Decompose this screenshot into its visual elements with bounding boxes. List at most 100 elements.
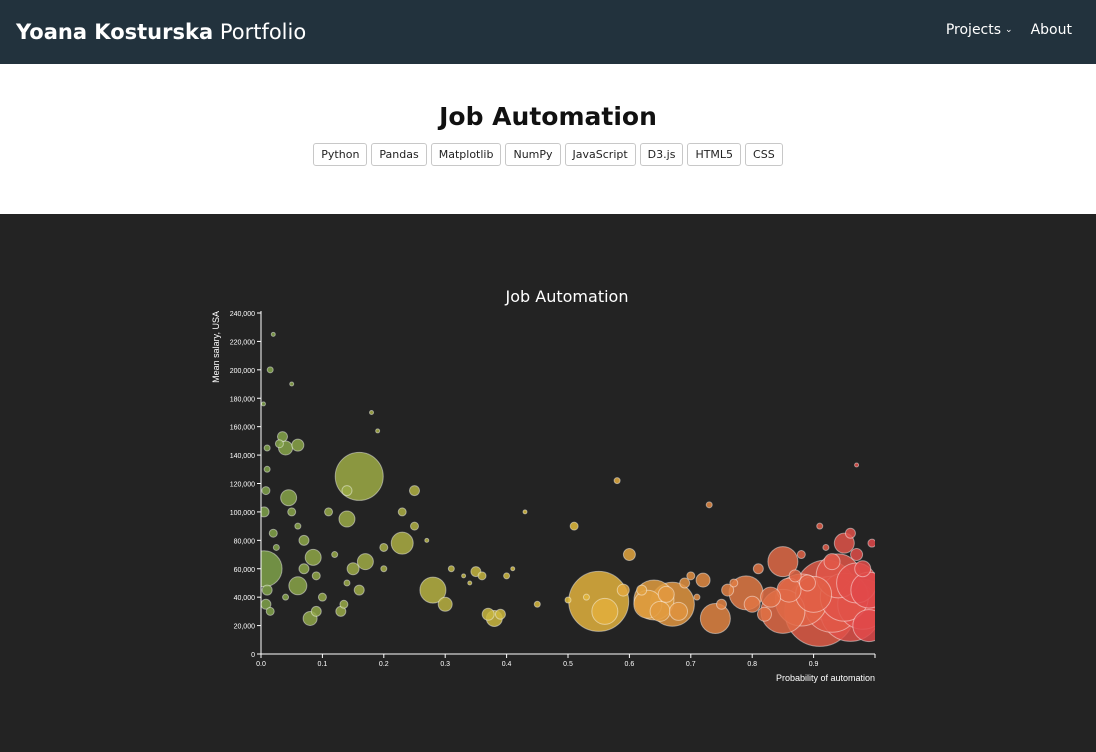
data-bubble <box>564 596 572 604</box>
tag-html5: HTML5 <box>687 143 742 166</box>
nav-projects-label: Projects <box>945 22 1002 38</box>
brand-link[interactable]: Yoana Kosturska Portfolio <box>16 16 306 48</box>
data-bubble <box>721 583 735 597</box>
data-bubble <box>419 576 447 604</box>
data-bubble <box>477 571 487 581</box>
data-bubble <box>533 600 541 608</box>
data-bubble <box>867 538 875 548</box>
data-bubble <box>304 548 322 566</box>
data-bubble <box>424 537 430 543</box>
data-bubble <box>823 553 841 571</box>
data-bubble <box>494 608 506 620</box>
data-bubble <box>850 548 864 562</box>
data-bubble <box>324 507 334 517</box>
data-bubble <box>343 579 351 587</box>
axes-group: 0 20,000 40,000 60,000 80,000 100,000 120,000 1… <box>211 311 876 683</box>
y-tick-label: 120,000 <box>230 482 255 489</box>
tag-css: CSS <box>745 143 783 166</box>
data-bubble <box>339 599 349 609</box>
data-bubble <box>522 509 528 515</box>
data-bubble <box>752 563 764 575</box>
y-tick-label: 0 <box>251 652 255 659</box>
data-bubble <box>816 522 824 530</box>
data-bubble <box>481 607 495 621</box>
data-bubble <box>679 577 691 589</box>
tag-numpy: NumPy <box>505 143 561 166</box>
y-tick-label: 40,000 <box>234 595 256 602</box>
y-tick-label: 240,000 <box>230 311 255 318</box>
chart-title: Job Automation <box>505 287 629 306</box>
data-bubble <box>280 489 298 507</box>
data-bubble <box>265 606 275 616</box>
data-bubble <box>298 563 310 575</box>
page-title: Job Automation <box>439 102 657 131</box>
data-bubble <box>282 593 290 601</box>
data-bubble <box>657 585 675 603</box>
bubbles-group <box>261 331 875 647</box>
tech-tags: Python Pandas Matplotlib NumPy JavaScrip… <box>0 143 1096 166</box>
data-bubble <box>470 566 482 578</box>
nav-projects-dropdown[interactable]: Projects ⌄ <box>946 22 1013 38</box>
data-bubble <box>447 565 455 573</box>
data-bubble <box>263 444 271 452</box>
data-bubble <box>844 527 856 539</box>
data-bubble <box>289 381 295 387</box>
data-bubble <box>854 560 872 578</box>
data-bubble <box>274 439 284 449</box>
data-bubble <box>379 542 389 552</box>
x-tick-label: 0.8 <box>747 661 757 668</box>
data-bubble <box>294 522 302 530</box>
data-bubble <box>298 534 310 546</box>
tag-pandas: Pandas <box>371 143 427 166</box>
y-tick-label: 200,000 <box>230 368 255 375</box>
data-bubble <box>729 578 739 588</box>
y-tick-label: 20,000 <box>234 624 256 631</box>
data-bubble <box>833 532 855 554</box>
data-bubble <box>569 521 579 531</box>
y-tick-label: 140,000 <box>230 453 255 460</box>
x-tick-label: 0.9 <box>809 661 819 668</box>
data-bubble <box>591 597 619 625</box>
data-bubble <box>437 596 453 612</box>
data-bubble <box>743 595 761 613</box>
data-bubble <box>346 562 360 576</box>
y-tick-label: 220,000 <box>230 339 255 346</box>
data-bubble <box>261 401 266 407</box>
data-bubble <box>796 550 806 560</box>
data-bubble <box>261 598 272 610</box>
brand-subtitle: Portfolio <box>219 20 307 44</box>
y-axis-label: Mean salary, USA <box>211 311 221 383</box>
data-bubble <box>693 593 701 601</box>
x-tick-label: 0.7 <box>686 661 696 668</box>
data-bubble <box>760 586 782 608</box>
data-bubble <box>369 409 375 415</box>
data-bubble <box>261 506 270 518</box>
tag-matplotlib: Matplotlib <box>430 143 502 166</box>
data-bubble <box>310 605 322 617</box>
data-bubble <box>410 521 419 531</box>
data-bubble <box>266 366 274 374</box>
x-tick-label: 0.2 <box>379 661 389 668</box>
data-bubble <box>767 546 799 578</box>
data-bubble <box>636 584 648 596</box>
data-bubble <box>716 598 727 610</box>
data-bubble <box>341 485 353 497</box>
data-bubble <box>854 462 860 468</box>
y-tick-label: 180,000 <box>230 396 255 403</box>
data-bubble <box>798 574 816 592</box>
data-bubble <box>467 580 473 586</box>
chevron-down-icon: ⌄ <box>1005 24 1013 35</box>
y-tick-label: 80,000 <box>234 538 256 545</box>
data-bubble <box>503 572 511 580</box>
navbar: Yoana Kosturska Portfolio Projects ⌄ Abo… <box>0 0 1096 64</box>
data-bubble <box>705 501 713 509</box>
nav-about-link[interactable]: About <box>1031 22 1072 38</box>
data-bubble <box>649 600 671 622</box>
data-bubble <box>756 606 772 622</box>
data-bubble <box>263 465 271 473</box>
visualization-area: Job Automation 0 20,000 40,000 60,000 80,000… <box>0 214 1096 752</box>
y-tick-label: 60,000 <box>234 567 256 574</box>
project-header: Job Automation Python Pandas Matplotlib … <box>0 64 1096 214</box>
data-bubble <box>380 565 388 573</box>
data-bubble <box>409 485 420 497</box>
